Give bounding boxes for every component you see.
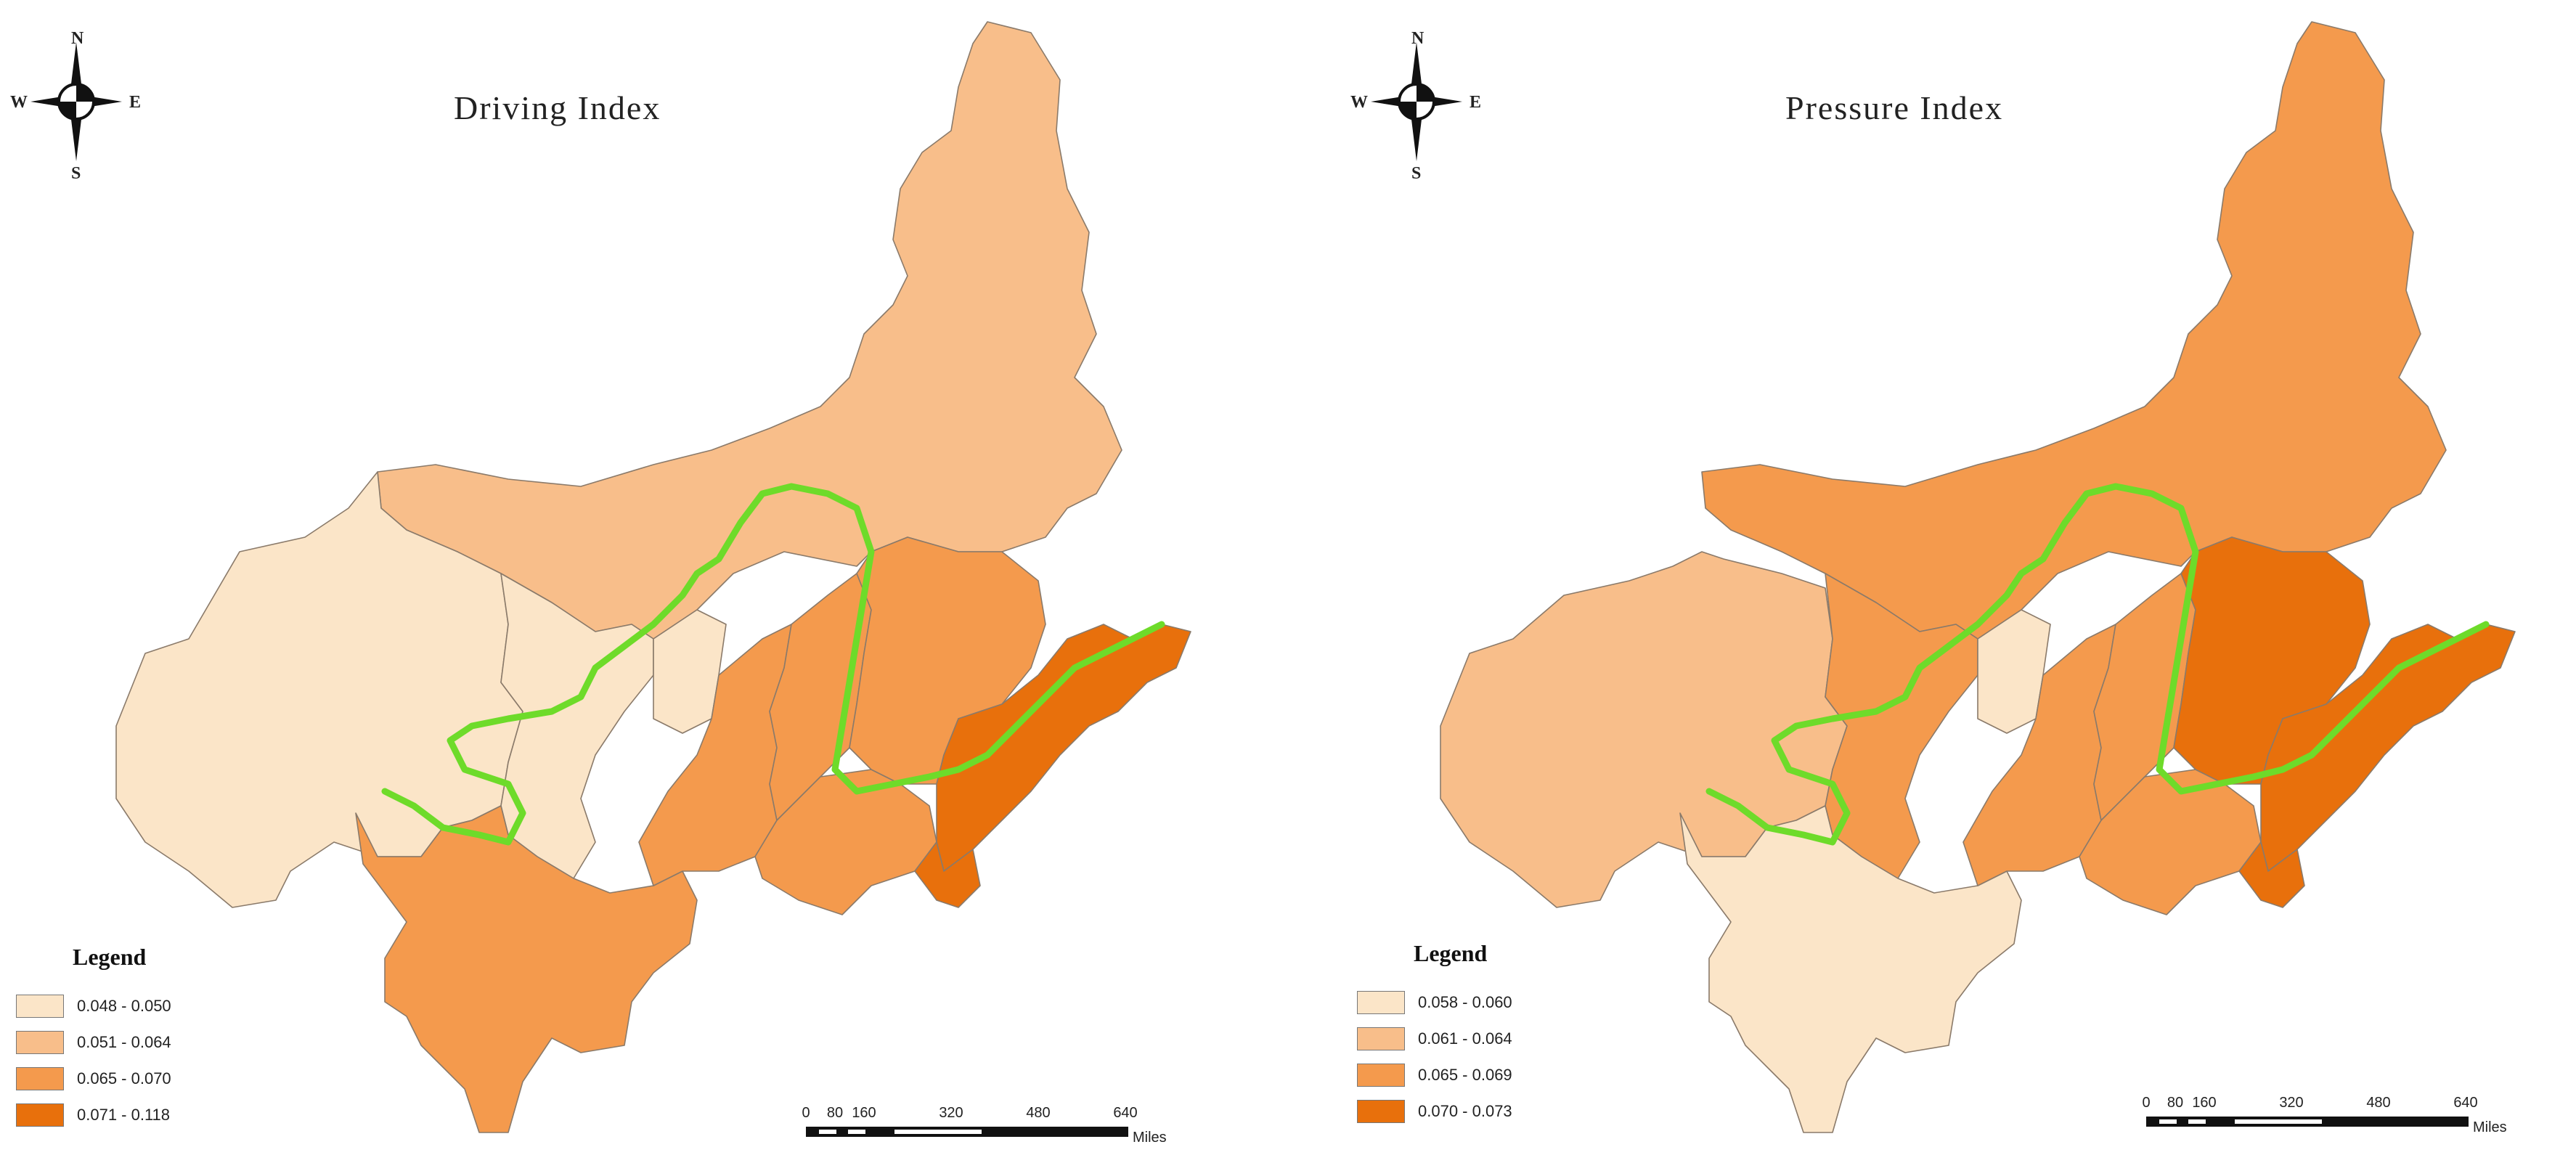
legend-title: Legend — [73, 944, 147, 970]
map-legend: Legend 0.058 - 0.060 0.061 - 0.064 0.065… — [1357, 940, 1512, 1130]
scale-tick: 640 — [2453, 1095, 2478, 1111]
scale-tick: 480 — [1026, 1105, 1051, 1121]
pressure-index-map — [1440, 21, 2516, 1133]
legend-label: 0.058 - 0.060 — [1418, 993, 1512, 1011]
region-shandong-south — [914, 841, 981, 908]
compass-icon — [1371, 42, 1462, 161]
scale-bar-graphic — [2146, 1117, 2469, 1127]
compass-w: W — [10, 93, 28, 112]
legend-item: 0.065 - 0.070 — [16, 1061, 171, 1097]
compass-e: E — [1470, 93, 1482, 112]
legend-swatch — [1357, 1100, 1405, 1123]
legend-swatch — [16, 1067, 64, 1090]
scale-bar-graphic — [806, 1127, 1128, 1137]
legend-item: 0.070 - 0.073 — [1357, 1093, 1512, 1130]
map-title: Driving Index — [454, 89, 661, 126]
map-legend: Legend 0.048 - 0.050 0.051 - 0.064 0.065… — [16, 944, 171, 1133]
compass-s: S — [71, 164, 81, 183]
legend-label: 0.061 - 0.064 — [1418, 1029, 1512, 1048]
legend-label: 0.051 - 0.064 — [77, 1033, 171, 1051]
scale-tick: 0 — [802, 1105, 810, 1121]
legend-swatch — [16, 995, 64, 1018]
region-sichuan — [355, 805, 698, 1133]
legend-item: 0.065 - 0.069 — [1357, 1057, 1512, 1093]
scale-tick: 160 — [2192, 1095, 2217, 1111]
legend-swatch — [1357, 991, 1405, 1014]
compass-icon — [30, 42, 122, 161]
scale-tick: 80 — [2167, 1095, 2184, 1111]
scale-bar: 0 80 160 320 480 640 Miles — [802, 1105, 1256, 1148]
legend-item: 0.061 - 0.064 — [1357, 1021, 1512, 1057]
region-sichuan — [1679, 805, 2022, 1133]
map-title: Pressure Index — [1785, 89, 2004, 126]
legend-swatch — [16, 1031, 64, 1054]
legend-label: 0.048 - 0.050 — [77, 997, 171, 1015]
scale-tick: 640 — [1113, 1105, 1138, 1121]
scale-unit: Miles — [2473, 1119, 2507, 1135]
driving-index-map — [115, 21, 1191, 1133]
legend-label: 0.071 - 0.118 — [77, 1106, 171, 1124]
region-shandong — [936, 624, 1191, 872]
compass-rose: N S W E — [7, 29, 145, 185]
compass-n: N — [71, 29, 84, 48]
scale-tick: 0 — [2142, 1095, 2151, 1111]
scale-tick: 480 — [2366, 1095, 2391, 1111]
scale-tick: 80 — [826, 1105, 844, 1121]
legend-title: Legend — [1414, 940, 1488, 966]
yellow-river — [1705, 483, 2490, 846]
legend-swatch — [1357, 1064, 1405, 1087]
scale-tick: 320 — [2279, 1095, 2304, 1111]
legend-item: 0.051 - 0.064 — [16, 1024, 171, 1061]
legend-label: 0.065 - 0.069 — [1418, 1066, 1512, 1084]
compass-s: S — [1411, 164, 1422, 183]
compass-n: N — [1411, 29, 1424, 48]
legend-swatch — [16, 1103, 64, 1127]
legend-item: 0.048 - 0.050 — [16, 988, 171, 1024]
scale-unit: Miles — [1133, 1130, 1167, 1146]
legend-item: 0.071 - 0.118 — [16, 1097, 171, 1133]
scale-tick: 320 — [939, 1105, 963, 1121]
pressure-index-map-panel: Pressure Index N S W E Legend 0.058 - 0.… — [1288, 0, 2576, 1155]
legend-item: 0.058 - 0.060 — [1357, 984, 1512, 1021]
region-shandong — [2260, 624, 2516, 872]
scale-tick: 160 — [852, 1105, 876, 1121]
scale-bar: 0 80 160 320 480 640 Miles — [2142, 1095, 2576, 1138]
legend-label: 0.065 - 0.070 — [77, 1069, 171, 1087]
yellow-river — [381, 483, 1165, 846]
legend-swatch — [1357, 1027, 1405, 1050]
compass-rose: N S W E — [1348, 29, 1485, 185]
compass-w: W — [1350, 93, 1368, 112]
region-shandong-south — [2238, 841, 2305, 908]
driving-index-map-panel: Driving Index N S W E Legend 0.048 - 0.0… — [7, 21, 1256, 1148]
compass-e: E — [129, 93, 142, 112]
legend-label: 0.070 - 0.073 — [1418, 1102, 1512, 1120]
